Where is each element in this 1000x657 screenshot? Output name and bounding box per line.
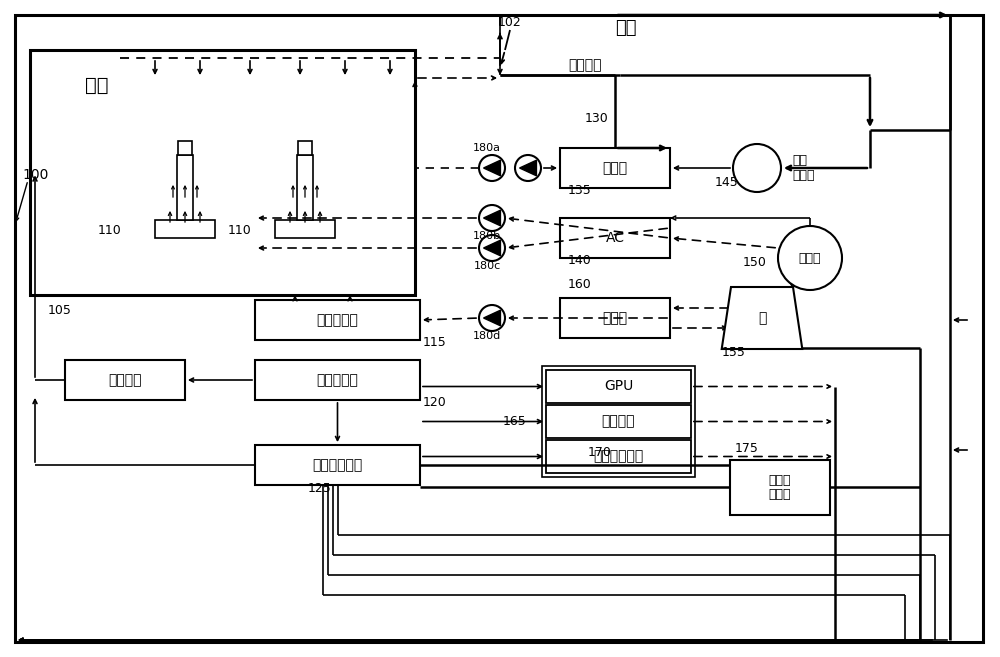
Bar <box>546 405 691 438</box>
Text: 车辆: 车辆 <box>615 19 637 37</box>
Text: 功率电子器件: 功率电子器件 <box>593 449 644 463</box>
Text: 175: 175 <box>735 442 759 455</box>
Bar <box>560 298 670 338</box>
Text: 140: 140 <box>568 254 592 267</box>
Text: 排气装置: 排气装置 <box>568 58 602 72</box>
Text: 120: 120 <box>423 397 447 409</box>
Text: 车厢: 车厢 <box>85 76 108 95</box>
Bar <box>65 360 185 400</box>
Text: 135: 135 <box>568 185 592 198</box>
Bar <box>275 220 335 238</box>
Text: 145: 145 <box>715 177 739 189</box>
Circle shape <box>778 226 842 290</box>
Circle shape <box>479 235 505 261</box>
Bar <box>560 218 670 258</box>
Bar <box>730 460 830 515</box>
Text: GPU: GPU <box>604 380 633 394</box>
Text: 165: 165 <box>502 415 526 428</box>
Text: 110: 110 <box>98 223 122 237</box>
Bar <box>155 220 215 238</box>
Text: 180b: 180b <box>473 231 501 241</box>
Circle shape <box>479 155 505 181</box>
Bar <box>560 148 670 188</box>
Text: 驱动马达: 驱动马达 <box>602 415 635 428</box>
Text: 110: 110 <box>228 223 252 237</box>
Bar <box>255 445 420 485</box>
Text: 125: 125 <box>308 482 331 495</box>
Polygon shape <box>484 160 500 176</box>
Polygon shape <box>484 210 500 226</box>
Text: 102: 102 <box>498 16 522 28</box>
Text: AC: AC <box>606 231 624 245</box>
Text: 排气装置: 排气装置 <box>108 373 142 387</box>
Bar <box>546 440 691 473</box>
Text: 150: 150 <box>743 256 767 269</box>
Bar <box>546 370 691 403</box>
Polygon shape <box>520 160 536 176</box>
Text: 冷却剂
储存器: 冷却剂 储存器 <box>769 474 791 501</box>
Text: 160: 160 <box>568 277 592 290</box>
Circle shape <box>515 155 541 181</box>
Text: 热电冷却器: 热电冷却器 <box>317 313 358 327</box>
Text: 180c: 180c <box>473 261 501 271</box>
Bar <box>178 141 192 155</box>
Text: 热电发电机: 热电发电机 <box>317 373 358 387</box>
Text: 100: 100 <box>22 168 48 182</box>
Text: 155: 155 <box>722 346 746 359</box>
Bar <box>177 155 193 220</box>
Text: 充电器: 充电器 <box>602 161 628 175</box>
Bar <box>297 155 313 220</box>
Text: 辅助
鼓风机: 辅助 鼓风机 <box>792 154 814 182</box>
Text: 泵: 泵 <box>758 311 766 325</box>
Bar <box>255 360 420 400</box>
Circle shape <box>479 205 505 231</box>
Text: 115: 115 <box>423 336 447 350</box>
Text: 散热器: 散热器 <box>602 311 628 325</box>
Polygon shape <box>722 287 802 349</box>
Polygon shape <box>484 240 500 256</box>
Bar <box>255 300 420 340</box>
Text: 鼓风机: 鼓风机 <box>799 252 821 265</box>
Text: 180a: 180a <box>473 143 501 153</box>
Polygon shape <box>484 310 500 326</box>
Bar <box>542 366 695 477</box>
Bar <box>298 141 312 155</box>
Circle shape <box>733 144 781 192</box>
Text: 170: 170 <box>588 447 612 459</box>
Circle shape <box>479 305 505 331</box>
Text: 105: 105 <box>48 304 72 317</box>
Text: 能量存储装置: 能量存储装置 <box>312 458 363 472</box>
Bar <box>30 50 415 295</box>
Text: 130: 130 <box>585 112 609 124</box>
Text: 180d: 180d <box>473 331 501 341</box>
